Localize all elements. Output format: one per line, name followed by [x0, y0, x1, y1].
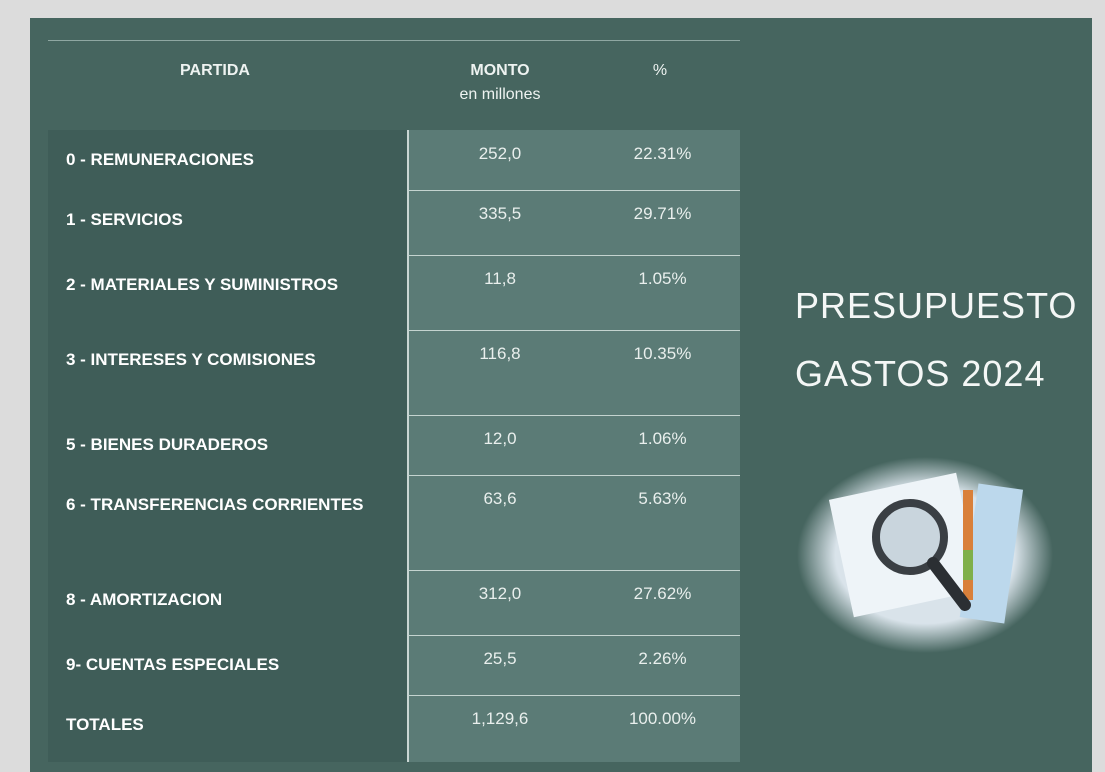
row-percent: 1.05% — [600, 255, 725, 330]
header-monto: MONTO — [440, 62, 560, 80]
page: PARTIDA MONTO en millones % 0 - REMUNERA… — [0, 0, 1105, 772]
row-amount: 63,6 — [430, 475, 570, 570]
top-rule — [48, 40, 740, 41]
row-name: TOTALES — [48, 709, 407, 741]
row-amount: 1,129,6 — [430, 695, 570, 762]
header-percent: % — [620, 62, 700, 80]
row-name: 6 - TRANSFERENCIAS CORRIENTES — [48, 489, 407, 521]
row-name: 5 - BIENES DURADEROS — [48, 429, 407, 461]
row-amount: 312,0 — [430, 570, 570, 635]
row-amount: 116,8 — [430, 330, 570, 415]
row-name: 0 - REMUNERACIONES — [48, 144, 407, 176]
row-percent: 27.62% — [600, 570, 725, 635]
row-amount: 252,0 — [430, 130, 570, 190]
header-partida: PARTIDA — [130, 62, 300, 80]
illustration — [795, 455, 1055, 655]
row-percent: 1.06% — [600, 415, 725, 475]
row-amount: 12,0 — [430, 415, 570, 475]
row-name: 3 - INTERESES Y COMISIONES — [48, 344, 407, 376]
row-percent: 22.31% — [600, 130, 725, 190]
row-amount: 25,5 — [430, 635, 570, 695]
header-monto-unit: en millones — [440, 86, 560, 104]
row-percent: 5.63% — [600, 475, 725, 570]
row-percent: 2.26% — [600, 635, 725, 695]
row-name: 8 - AMORTIZACION — [48, 584, 407, 616]
row-percent: 100.00% — [600, 695, 725, 762]
side-title: PRESUPUESTO — [795, 285, 1077, 327]
row-percent: 10.35% — [600, 330, 725, 415]
row-amount: 11,8 — [430, 255, 570, 330]
row-name: 9- CUENTAS ESPECIALES — [48, 649, 407, 681]
column-divider — [407, 130, 409, 762]
side-title: GASTOS 2024 — [795, 353, 1045, 395]
row-name: 1 - SERVICIOS — [48, 204, 407, 236]
row-percent: 29.71% — [600, 190, 725, 255]
row-name: 2 - MATERIALES Y SUMINISTROS — [48, 269, 407, 301]
row-amount: 335,5 — [430, 190, 570, 255]
